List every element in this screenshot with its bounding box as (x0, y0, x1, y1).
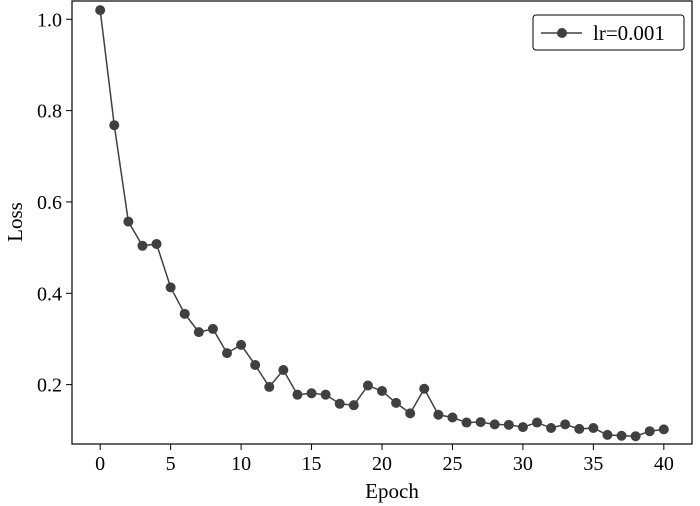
data-point (193, 327, 204, 338)
data-point (95, 5, 106, 16)
data-point (630, 431, 641, 442)
y-axis: 0.2 0.4 0.6 0.8 1.0 (37, 9, 72, 397)
data-point (546, 423, 557, 434)
legend-marker (557, 28, 567, 38)
data-point (616, 430, 627, 441)
data-point (517, 422, 528, 433)
legend-box (532, 14, 685, 51)
data-point (391, 397, 402, 408)
data-point (348, 400, 359, 411)
data-point (278, 365, 289, 376)
data-point (306, 388, 317, 399)
plot-frame (71, 0, 693, 445)
data-point (574, 423, 585, 434)
data-point (475, 417, 486, 428)
data-point (602, 429, 613, 440)
y-tick-label: 1.0 (37, 9, 62, 31)
data-point (320, 389, 331, 400)
y-tick-label: 0.2 (37, 375, 62, 397)
series-markers (95, 5, 669, 442)
data-point (503, 419, 514, 430)
data-point (362, 380, 373, 391)
series-line-lr-0.001 (99, 10, 664, 437)
y-tick-label: 0.6 (37, 192, 62, 214)
x-tick-label: 10 (231, 453, 251, 475)
legend-label: lr=0.001 (593, 21, 665, 45)
data-point (123, 216, 134, 227)
data-point (644, 426, 655, 437)
x-tick-label: 15 (302, 453, 322, 475)
x-tick-label: 20 (372, 453, 392, 475)
x-tick-label: 40 (654, 453, 674, 475)
data-point (489, 419, 500, 430)
legend: lr=0.001 (532, 14, 685, 51)
data-point (207, 323, 218, 334)
data-point (588, 423, 599, 434)
data-point (447, 412, 458, 423)
data-point (264, 381, 275, 392)
y-tick-label: 0.4 (37, 283, 62, 305)
data-point (250, 359, 261, 370)
data-point (658, 424, 669, 435)
x-tick-label: 5 (166, 453, 176, 475)
data-point (165, 282, 176, 293)
y-tick-label: 0.8 (37, 101, 62, 123)
data-point (560, 419, 571, 430)
x-tick-label: 30 (513, 453, 533, 475)
data-point (461, 417, 472, 428)
data-point (405, 408, 416, 419)
y-axis-title: Loss (3, 202, 27, 242)
data-point (109, 120, 120, 131)
x-axis: 0 5 10 15 20 25 30 35 40 (95, 444, 674, 475)
x-tick-label: 0 (95, 453, 105, 475)
data-point (222, 348, 232, 359)
data-point (419, 383, 430, 394)
data-point (377, 386, 387, 397)
data-point (292, 389, 303, 400)
data-point (137, 240, 148, 251)
x-axis-title: Epoch (365, 479, 419, 503)
data-point (433, 409, 444, 420)
data-point (532, 417, 542, 428)
x-tick-label: 35 (583, 453, 603, 475)
data-point (236, 339, 247, 350)
x-tick-label: 25 (442, 453, 462, 475)
data-point (179, 308, 190, 319)
data-point (151, 238, 162, 249)
data-point (334, 398, 345, 409)
